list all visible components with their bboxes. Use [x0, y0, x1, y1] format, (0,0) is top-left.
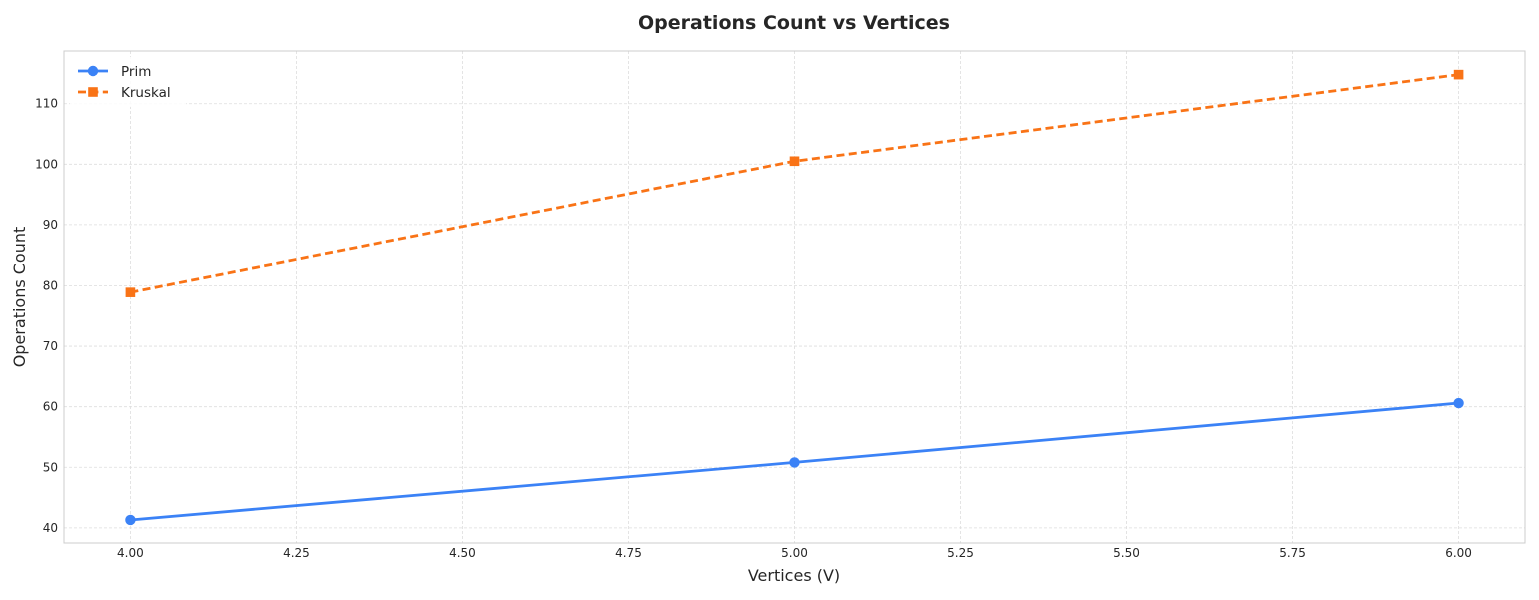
- data-point-prim: [789, 457, 800, 468]
- x-tick-label: 5.75: [1279, 546, 1306, 560]
- x-tick-label: 4.25: [283, 546, 310, 560]
- x-tick-label: 5.50: [1113, 546, 1140, 560]
- y-tick-layer: 40 50 60 70 80 90 100 110: [35, 97, 58, 535]
- y-tick-label: 70: [43, 339, 58, 353]
- legend-label-prim: Prim: [121, 64, 151, 80]
- x-tick-layer: 4.00 4.25 4.50 4.75 5.00 5.25 5.50 5.75 6.00: [117, 546, 1472, 560]
- y-tick-label: 100: [35, 157, 58, 171]
- plot-frame: [63, 50, 1526, 544]
- legend: Prim Kruskal: [70, 57, 186, 107]
- data-point-kruskal: [125, 287, 136, 297]
- data-point-kruskal: [1453, 69, 1464, 80]
- y-tick-label: 80: [43, 278, 58, 292]
- y-tick-label: 50: [43, 460, 58, 474]
- x-tick-label: 5.00: [781, 546, 808, 560]
- data-point-kruskal: [789, 156, 800, 167]
- x-tick-label: 4.50: [449, 546, 476, 560]
- x-tick-label: 6.00: [1445, 546, 1472, 560]
- x-tick-label: 4.00: [117, 546, 144, 560]
- y-tick-label: 60: [43, 400, 58, 414]
- legend-label-kruskal: Kruskal: [121, 85, 171, 101]
- data-point-prim: [1453, 397, 1464, 409]
- chart-title: Operations Count vs Vertices: [638, 12, 950, 34]
- legend-marker-prim: [87, 65, 99, 77]
- y-tick-label: 90: [43, 218, 58, 232]
- legend-marker-kruskal: [88, 87, 98, 97]
- y-axis-label: Operations Count: [10, 227, 29, 368]
- x-tick-label: 5.25: [947, 546, 974, 560]
- legend-box: [70, 57, 186, 107]
- series-layer: [125, 69, 1464, 526]
- x-axis-label: Vertices (V): [748, 566, 840, 585]
- y-tick-label: 110: [35, 97, 58, 111]
- x-tick-label: 4.75: [615, 546, 642, 560]
- data-point-prim: [125, 514, 136, 526]
- y-tick-label: 40: [43, 521, 58, 535]
